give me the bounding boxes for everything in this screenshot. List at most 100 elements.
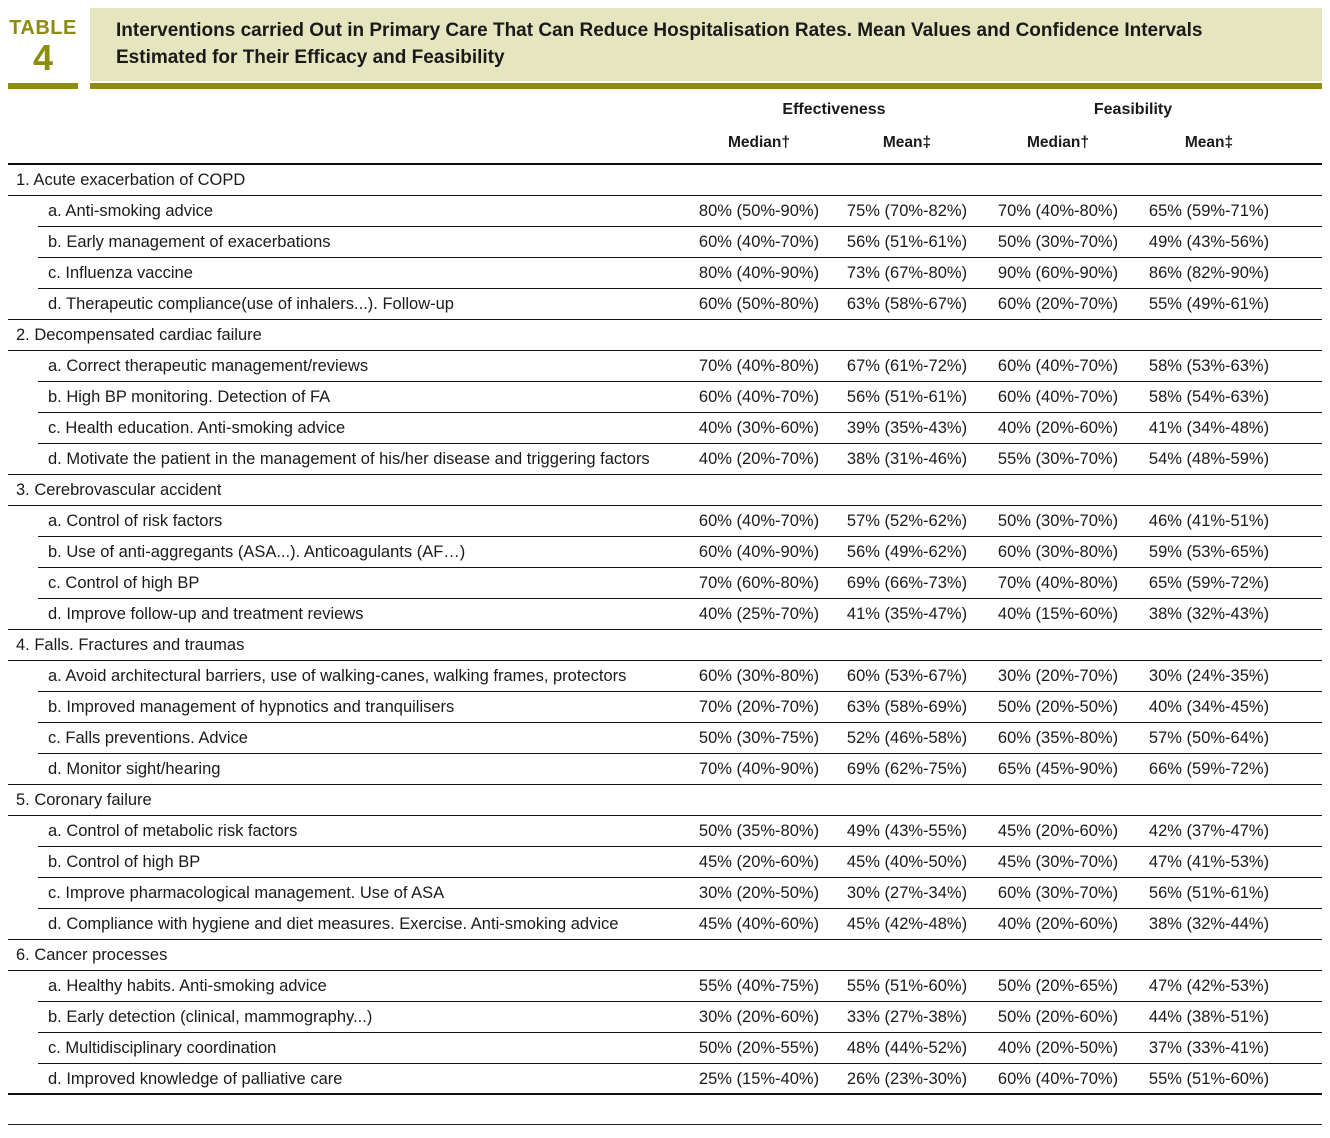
cell-value: 49% (43%-55%) (846, 822, 968, 841)
cell-value: 37% (33%-41%) (1148, 1039, 1270, 1058)
cell-value: 46% (41%-51%) (1148, 512, 1270, 531)
cell-value: 33% (27%-38%) (846, 1008, 968, 1027)
table-title: Interventions carried Out in Primary Car… (116, 20, 1203, 68)
cell-value: 44% (38%-51%) (1148, 1008, 1270, 1027)
column-group-feasibility: Feasibility (1093, 101, 1173, 119)
cell-value: 45% (40%-50%) (846, 853, 968, 872)
cell-value: 70% (40%-80%) (997, 574, 1119, 593)
row-label: b. Use of anti-aggregants (ASA...). Anti… (48, 543, 466, 562)
cell-value: 40% (25%-70%) (698, 605, 820, 624)
cell-value: 47% (42%-53%) (1148, 977, 1270, 996)
table-row: b. Early detection (clinical, mammograph… (8, 1002, 1322, 1034)
cell-value: 60% (40%-70%) (698, 388, 820, 407)
section-row: 6. Cancer processes (8, 940, 1322, 972)
cell-value: 60% (40%-70%) (698, 512, 820, 531)
table-row: b. Improved management of hypnotics and … (8, 692, 1322, 724)
cell-value: 73% (67%-80%) (846, 264, 968, 283)
title-band: Interventions carried Out in Primary Car… (90, 8, 1322, 82)
cell-value: 75% (70%-82%) (846, 202, 968, 221)
table-row: c. Falls preventions. Advice 50% (30%-75%… (8, 723, 1322, 755)
cell-value: 50% (30%-70%) (997, 233, 1119, 252)
cell-value: 25% (15%-40%) (698, 1070, 820, 1089)
cell-value: 45% (20%-60%) (698, 853, 820, 872)
cell-value: 52% (46%-58%) (846, 729, 968, 748)
cell-value: 66% (59%-72%) (1148, 760, 1270, 779)
cell-value: 40% (34%-45%) (1148, 698, 1270, 717)
table-row: d. Compliance with hygiene and diet meas… (8, 909, 1322, 941)
section-title: 1. Acute exacerbation of COPD (16, 171, 246, 190)
cell-value: 69% (66%-73%) (846, 574, 968, 593)
cell-value: 41% (35%-47%) (846, 605, 968, 624)
cell-value: 50% (35%-80%) (698, 822, 820, 841)
table-row: b. High BP monitoring. Detection of FA 60… (8, 382, 1322, 414)
cell-value: 56% (51%-61%) (1148, 884, 1270, 903)
row-label: a. Avoid architectural barriers, use of … (48, 667, 627, 686)
cell-value: 45% (30%-70%) (997, 853, 1119, 872)
row-label: b. Early detection (clinical, mammograph… (48, 1008, 373, 1027)
cell-value: 65% (59%-71%) (1148, 202, 1270, 221)
cell-value: 56% (49%-62%) (846, 543, 968, 562)
section-title: 2. Decompensated cardiac failure (16, 326, 262, 345)
cell-value: 65% (45%-90%) (997, 760, 1119, 779)
cell-value: 60% (30%-80%) (997, 543, 1119, 562)
cell-value: 57% (50%-64%) (1148, 729, 1270, 748)
table-row: b. Early management of exacerbations 60% … (8, 227, 1322, 259)
table-row: a. Correct therapeutic management/review… (8, 351, 1322, 383)
table-row: a. Avoid architectural barriers, use of … (8, 661, 1322, 693)
cell-value: 60% (30%-70%) (997, 884, 1119, 903)
table-row: a. Healthy habits. Anti-smoking advice 55… (8, 971, 1322, 1003)
section-title: 6. Cancer processes (16, 946, 168, 965)
cell-value: 40% (20%-70%) (698, 450, 820, 469)
row-label: d. Therapeutic compliance(use of inhaler… (48, 295, 454, 314)
cell-value: 40% (30%-60%) (698, 419, 820, 438)
cell-value: 56% (51%-61%) (846, 233, 968, 252)
cell-value: 90% (60%-90%) (997, 264, 1119, 283)
cell-value: 63% (58%-67%) (846, 295, 968, 314)
row-label: c. Multidisciplinary coordination (48, 1039, 277, 1058)
table-badge-word: TABLE (9, 16, 77, 39)
cell-value: 40% (20%-60%) (997, 915, 1119, 934)
cell-value: 60% (50%-80%) (698, 295, 820, 314)
cell-value: 70% (40%-80%) (997, 202, 1119, 221)
cell-value: 70% (40%-80%) (698, 357, 820, 376)
cell-value: 54% (48%-59%) (1148, 450, 1270, 469)
cell-value: 58% (54%-63%) (1148, 388, 1270, 407)
section-row: 3. Cerebrovascular accident (8, 475, 1322, 507)
cell-value: 40% (20%-50%) (997, 1039, 1119, 1058)
row-label: b. High BP monitoring. Detection of FA (48, 388, 331, 407)
row-label: c. Improve pharmacological management. U… (48, 884, 445, 903)
cell-value: 70% (60%-80%) (698, 574, 820, 593)
section-row: 1. Acute exacerbation of COPD (8, 165, 1322, 197)
cell-value: 47% (41%-53%) (1148, 853, 1270, 872)
cell-value: 55% (49%-61%) (1148, 295, 1270, 314)
header-rule-gap (78, 83, 90, 89)
table-row: c. Improve pharmacological management. U… (8, 878, 1322, 910)
cell-value: 60% (30%-80%) (698, 667, 820, 686)
cell-value: 30% (20%-70%) (997, 667, 1119, 686)
table-row: b. Control of high BP 45% (20%-60%) 45% (4… (8, 847, 1322, 879)
table-row: c. Multidisciplinary coordination 50% (20… (8, 1033, 1322, 1065)
cell-value: 50% (20%-55%) (698, 1039, 820, 1058)
table-row: a. Anti-smoking advice 80% (50%-90%) 75% (… (8, 196, 1322, 228)
cell-value: 63% (58%-69%) (846, 698, 968, 717)
row-label: d. Motivate the patient in the managemen… (48, 450, 650, 469)
cell-value: 56% (51%-61%) (846, 388, 968, 407)
cell-value: 45% (42%-48%) (846, 915, 968, 934)
cell-value: 55% (40%-75%) (698, 977, 820, 996)
cell-value: 42% (37%-47%) (1148, 822, 1270, 841)
cell-value: 30% (20%-60%) (698, 1008, 820, 1027)
cell-value: 80% (40%-90%) (698, 264, 820, 283)
cell-value: 60% (53%-67%) (846, 667, 968, 686)
table-row: a. Control of risk factors 60% (40%-70%) 5… (8, 506, 1322, 538)
section-row: 5. Coronary failure (8, 785, 1322, 817)
cell-value: 58% (53%-63%) (1148, 357, 1270, 376)
row-label: d. Improved knowledge of palliative care (48, 1070, 343, 1089)
table-row: c. Control of high BP 70% (60%-80%) 69% (6… (8, 568, 1322, 600)
cell-value: 50% (30%-75%) (698, 729, 820, 748)
cell-value: 50% (30%-70%) (997, 512, 1119, 531)
column-group-effectiveness: Effectiveness (782, 101, 886, 119)
cell-value: 30% (20%-50%) (698, 884, 820, 903)
table-row: c. Influenza vaccine 80% (40%-90%) 73% (67… (8, 258, 1322, 290)
cell-value: 50% (20%-65%) (997, 977, 1119, 996)
cell-value: 55% (30%-70%) (997, 450, 1119, 469)
